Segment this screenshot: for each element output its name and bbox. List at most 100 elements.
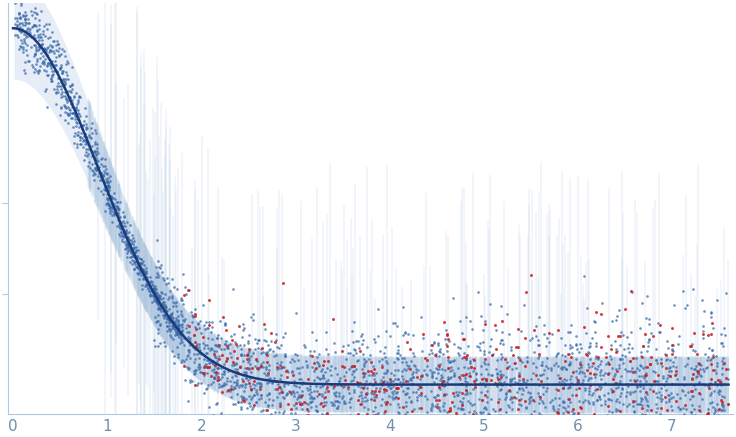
Point [250, 336, 261, 343]
Point [650, 409, 662, 416]
Point [213, 364, 224, 371]
Point [717, 343, 729, 350]
Point [469, 357, 481, 364]
Point [575, 414, 587, 421]
Point [86, 167, 98, 174]
Point [29, 50, 41, 57]
Point [390, 380, 402, 387]
Point [161, 322, 173, 329]
Point [361, 385, 372, 392]
Point [262, 369, 274, 376]
Point [411, 393, 423, 400]
Point [431, 351, 442, 358]
Point [30, 61, 42, 68]
Point [684, 395, 696, 402]
Point [228, 361, 240, 368]
Point [483, 411, 495, 418]
Point [275, 385, 287, 392]
Point [478, 350, 489, 357]
Point [484, 411, 495, 418]
Point [368, 390, 380, 397]
Point [414, 383, 426, 390]
Point [305, 347, 316, 354]
Point [463, 369, 475, 376]
Point [160, 304, 171, 311]
Point [525, 393, 537, 400]
Point [620, 414, 632, 421]
Point [551, 385, 562, 392]
Point [50, 46, 62, 53]
Point [425, 405, 437, 412]
Point [39, 88, 51, 95]
Point [183, 364, 195, 371]
Point [52, 41, 63, 48]
Point [503, 378, 515, 385]
Point [691, 368, 703, 375]
Point [291, 414, 303, 421]
Point [130, 254, 141, 261]
Point [448, 371, 460, 378]
Point [432, 361, 444, 368]
Point [649, 368, 661, 375]
Point [654, 328, 665, 335]
Point [173, 321, 185, 328]
Point [149, 282, 161, 289]
Point [707, 388, 719, 395]
Point [126, 257, 138, 264]
Point [615, 381, 627, 388]
Point [626, 288, 638, 295]
Point [464, 399, 475, 406]
Point [105, 178, 116, 185]
Point [115, 232, 127, 239]
Point [137, 266, 149, 273]
Point [536, 358, 548, 365]
Point [572, 380, 584, 387]
Point [257, 363, 269, 370]
Point [128, 266, 140, 273]
Point [159, 312, 171, 319]
Point [130, 243, 142, 250]
Point [496, 317, 508, 324]
Point [190, 367, 202, 374]
Point [545, 414, 556, 421]
Point [31, 68, 43, 75]
Point [195, 330, 207, 337]
Point [420, 355, 431, 362]
Point [149, 286, 160, 293]
Point [225, 333, 237, 340]
Point [48, 38, 60, 45]
Point [331, 405, 343, 412]
Point [82, 150, 93, 157]
Point [74, 134, 86, 141]
Point [274, 399, 286, 406]
Point [90, 130, 102, 137]
Point [442, 414, 453, 421]
Point [506, 378, 517, 385]
Point [614, 407, 626, 414]
Point [161, 274, 173, 281]
Point [122, 248, 134, 255]
Point [712, 359, 723, 366]
Point [516, 385, 528, 392]
Point [95, 156, 107, 163]
Point [686, 411, 698, 418]
Point [347, 368, 359, 375]
Point [406, 413, 417, 420]
Point [302, 412, 314, 419]
Point [125, 240, 137, 247]
Point [271, 360, 283, 367]
Point [595, 375, 606, 382]
Point [29, 44, 41, 51]
Point [358, 362, 369, 369]
Point [228, 384, 240, 391]
Point [339, 377, 351, 384]
Point [148, 290, 160, 297]
Point [356, 330, 368, 337]
Point [152, 304, 164, 311]
Point [158, 298, 169, 305]
Point [538, 321, 550, 328]
Point [316, 410, 328, 417]
Point [356, 398, 368, 405]
Point [310, 406, 322, 413]
Point [329, 397, 341, 404]
